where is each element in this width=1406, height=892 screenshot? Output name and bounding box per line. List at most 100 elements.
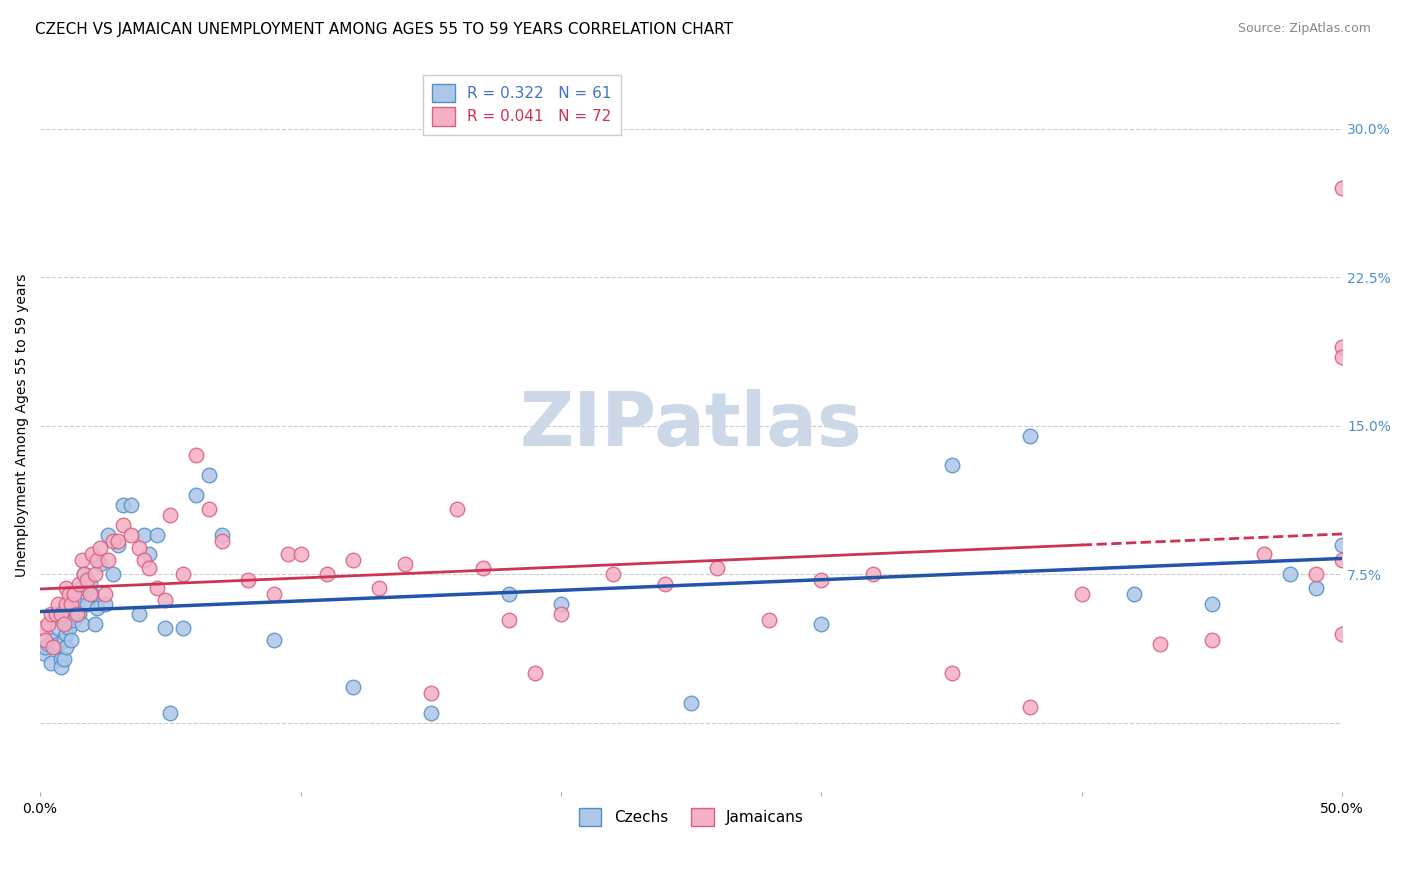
Point <box>112 517 135 532</box>
Point <box>60 632 83 647</box>
Point <box>758 613 780 627</box>
Point <box>73 567 96 582</box>
Point <box>1331 626 1354 640</box>
Point <box>1018 428 1040 442</box>
Point <box>83 567 105 582</box>
Point <box>1331 537 1354 551</box>
Point <box>79 587 101 601</box>
Point <box>45 607 67 621</box>
Point <box>60 597 83 611</box>
Point <box>107 533 129 548</box>
Point <box>89 558 111 572</box>
Point <box>290 548 312 562</box>
Point <box>419 706 441 720</box>
Point <box>128 541 150 556</box>
Point <box>82 587 104 601</box>
Point <box>211 527 233 541</box>
Point <box>134 527 156 541</box>
Point <box>159 706 181 720</box>
Point <box>1149 636 1171 650</box>
Point <box>34 632 56 647</box>
Point <box>101 567 124 582</box>
Point <box>550 597 572 611</box>
Point <box>63 587 86 601</box>
Point <box>55 626 77 640</box>
Point <box>89 541 111 556</box>
Point <box>146 527 169 541</box>
Point <box>65 607 87 621</box>
Point <box>63 613 86 627</box>
Point <box>1201 597 1223 611</box>
Point <box>94 587 117 601</box>
Point <box>172 567 194 582</box>
Point <box>153 593 176 607</box>
Point <box>263 632 285 647</box>
Point <box>498 613 520 627</box>
Point <box>159 508 181 522</box>
Point <box>49 652 72 666</box>
Point <box>112 498 135 512</box>
Point <box>58 621 80 635</box>
Point <box>276 548 298 562</box>
Point <box>55 616 77 631</box>
Point <box>1305 567 1327 582</box>
Point <box>67 607 90 621</box>
Point <box>810 573 832 587</box>
Point <box>39 607 62 621</box>
Point <box>498 587 520 601</box>
Point <box>94 597 117 611</box>
Point <box>58 587 80 601</box>
Point <box>49 660 72 674</box>
Point <box>120 498 142 512</box>
Point <box>862 567 884 582</box>
Point <box>1331 553 1354 567</box>
Point <box>138 561 160 575</box>
Point <box>70 553 93 567</box>
Point <box>471 561 494 575</box>
Point <box>46 636 69 650</box>
Point <box>138 548 160 562</box>
Text: Source: ZipAtlas.com: Source: ZipAtlas.com <box>1237 22 1371 36</box>
Point <box>37 636 59 650</box>
Point <box>810 616 832 631</box>
Point <box>654 577 676 591</box>
Point <box>1331 340 1354 354</box>
Point <box>1331 350 1354 364</box>
Point <box>97 527 120 541</box>
Point <box>1331 181 1354 195</box>
Point <box>550 607 572 621</box>
Point <box>1279 567 1302 582</box>
Point <box>52 632 75 647</box>
Point <box>128 607 150 621</box>
Point <box>34 640 56 655</box>
Point <box>706 561 728 575</box>
Point <box>58 607 80 621</box>
Point <box>42 632 65 647</box>
Point <box>146 581 169 595</box>
Point <box>46 621 69 635</box>
Y-axis label: Unemployment Among Ages 55 to 59 years: Unemployment Among Ages 55 to 59 years <box>15 274 30 577</box>
Point <box>67 577 90 591</box>
Point <box>186 488 208 502</box>
Point <box>82 548 104 562</box>
Point <box>1253 548 1275 562</box>
Point <box>186 449 208 463</box>
Point <box>73 567 96 582</box>
Point <box>31 647 53 661</box>
Point <box>37 616 59 631</box>
Point <box>172 621 194 635</box>
Point <box>681 696 703 710</box>
Point <box>70 616 93 631</box>
Text: CZECH VS JAMAICAN UNEMPLOYMENT AMONG AGES 55 TO 59 YEARS CORRELATION CHART: CZECH VS JAMAICAN UNEMPLOYMENT AMONG AGE… <box>35 22 733 37</box>
Point <box>55 581 77 595</box>
Point <box>86 600 108 615</box>
Point <box>55 640 77 655</box>
Point <box>419 686 441 700</box>
Point <box>1122 587 1144 601</box>
Point <box>97 553 120 567</box>
Point <box>107 537 129 551</box>
Point <box>367 581 389 595</box>
Point <box>1201 632 1223 647</box>
Point <box>101 533 124 548</box>
Point <box>83 616 105 631</box>
